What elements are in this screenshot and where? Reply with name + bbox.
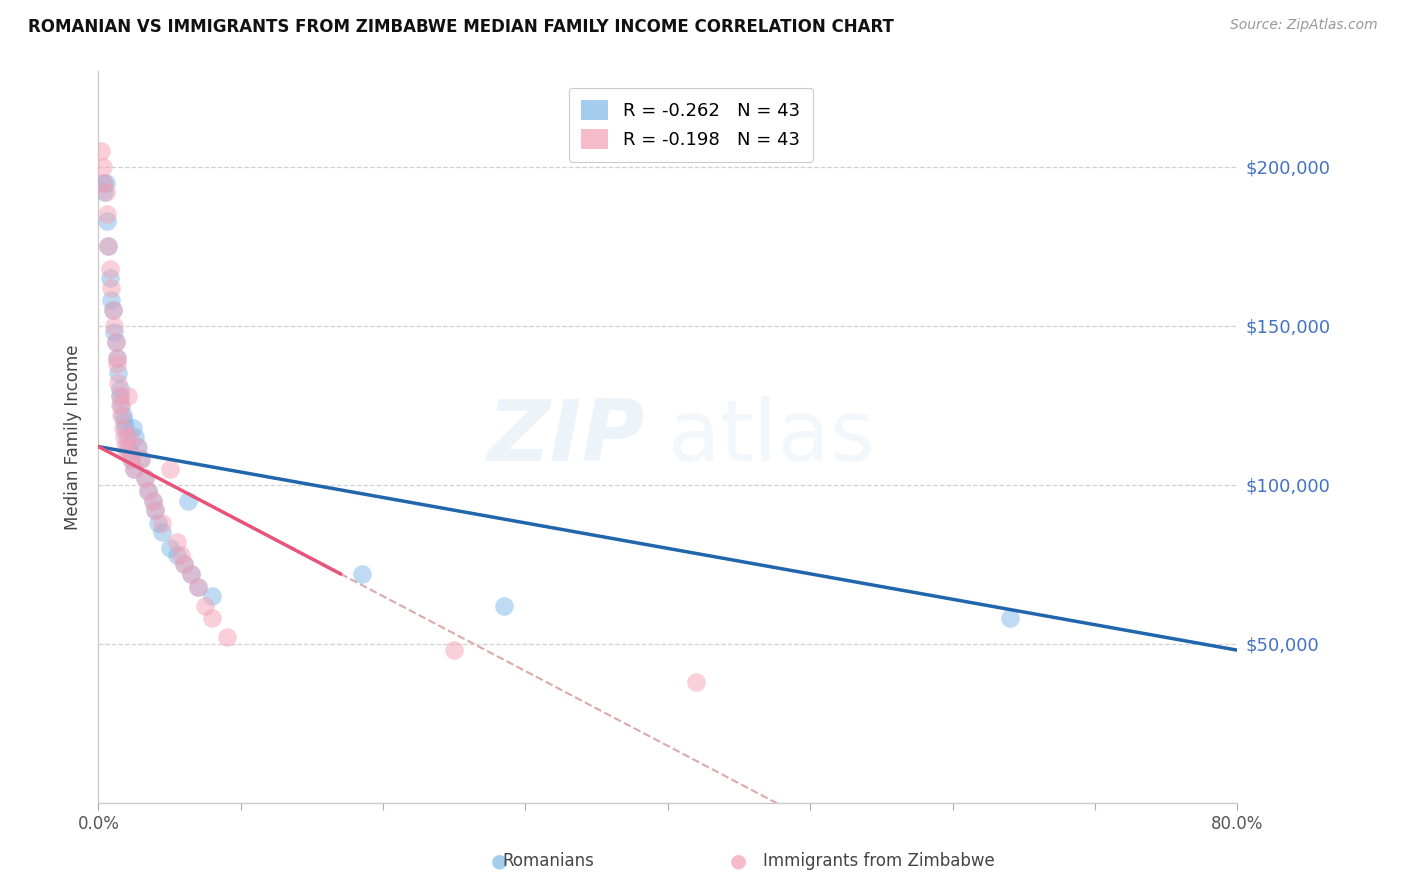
Point (97, 239, 120, 253)
Point (100, 293, 122, 308)
Point (108, 389, 131, 403)
Point (110, 398, 132, 412)
Point (112, 414, 135, 428)
Point (117, 389, 139, 403)
Point (100, 280, 122, 294)
Point (101, 302, 124, 317)
Point (122, 462, 145, 476)
Point (111, 420, 134, 434)
Point (107, 376, 129, 390)
Point (114, 440, 136, 454)
Point (141, 493, 163, 508)
Text: ●: ● (730, 851, 747, 871)
Point (129, 452, 152, 467)
Point (97, 239, 120, 253)
Point (105, 351, 128, 365)
Point (124, 430, 146, 444)
Point (136, 484, 159, 499)
Point (110, 408, 132, 422)
Y-axis label: Median Family Income: Median Family Income (65, 344, 83, 530)
Point (114, 420, 136, 434)
Text: Source: ZipAtlas.com: Source: ZipAtlas.com (1230, 18, 1378, 32)
Point (96, 207, 118, 221)
Point (180, 566, 202, 581)
Point (115, 446, 138, 460)
Point (108, 383, 131, 397)
Point (117, 440, 139, 454)
Point (194, 599, 217, 613)
Point (112, 430, 135, 444)
Text: ROMANIAN VS IMMIGRANTS FROM ZIMBABWE MEDIAN FAMILY INCOME CORRELATION CHART: ROMANIAN VS IMMIGRANTS FROM ZIMBABWE MED… (28, 18, 894, 36)
Point (685, 675, 707, 690)
Point (127, 440, 149, 454)
Point (104, 334, 127, 349)
Point (101, 302, 124, 317)
Text: Romanians: Romanians (502, 852, 595, 870)
Point (350, 566, 373, 581)
Point (201, 589, 224, 603)
Point (105, 351, 128, 365)
Point (108, 398, 131, 412)
Point (129, 452, 152, 467)
Point (121, 420, 143, 434)
Point (187, 580, 209, 594)
Text: Immigrants from Zimbabwe: Immigrants from Zimbabwe (763, 852, 994, 870)
Point (141, 493, 163, 508)
Point (187, 580, 209, 594)
Point (94, 176, 117, 190)
Point (125, 440, 148, 454)
Point (134, 471, 156, 485)
Point (170, 548, 193, 562)
Point (90, 144, 112, 158)
Point (136, 484, 159, 499)
Point (93, 185, 115, 199)
Point (134, 471, 156, 485)
Point (152, 516, 174, 530)
Text: ●: ● (491, 851, 508, 871)
Point (118, 430, 141, 444)
Point (103, 325, 125, 339)
Point (180, 566, 202, 581)
Point (166, 535, 188, 549)
Point (201, 611, 224, 625)
Point (159, 462, 181, 476)
Point (108, 389, 131, 403)
Point (115, 430, 138, 444)
Point (494, 599, 516, 613)
Point (93, 176, 115, 190)
Point (173, 558, 195, 572)
Point (105, 357, 128, 371)
Point (91, 176, 114, 190)
Point (159, 541, 181, 556)
Point (94, 185, 117, 199)
Point (145, 503, 167, 517)
Point (104, 334, 127, 349)
Point (177, 493, 200, 508)
Point (98, 261, 121, 276)
Point (148, 516, 170, 530)
Point (111, 408, 134, 422)
Point (122, 462, 145, 476)
Point (91, 160, 114, 174)
Point (96, 214, 118, 228)
Point (998, 611, 1021, 625)
Text: ZIP: ZIP (488, 395, 645, 479)
Point (173, 558, 195, 572)
Point (215, 631, 238, 645)
Point (103, 318, 125, 333)
Point (443, 643, 465, 657)
Point (120, 452, 142, 467)
Point (118, 446, 141, 460)
Point (120, 452, 142, 467)
Point (166, 548, 188, 562)
Point (107, 367, 129, 381)
Text: atlas: atlas (668, 395, 876, 479)
Legend: R = -0.262   N = 43, R = -0.198   N = 43: R = -0.262 N = 43, R = -0.198 N = 43 (568, 87, 813, 161)
Point (152, 525, 174, 540)
Point (98, 271, 121, 285)
Point (145, 503, 167, 517)
